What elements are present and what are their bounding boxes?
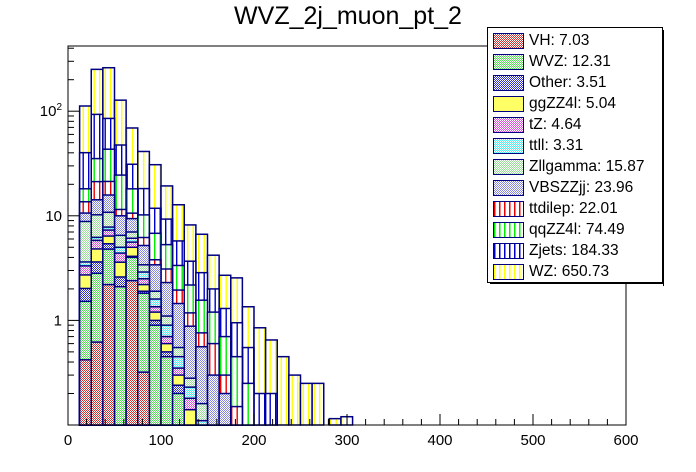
legend-swatch: [493, 222, 524, 238]
legend-swatch: [493, 180, 524, 196]
legend-entry-Zllgamma: Zllgamma: 15.87: [493, 157, 644, 177]
legend-label: ggZZ4l: 5.04: [529, 95, 617, 112]
legend-shadow: [490, 283, 664, 284]
bar-VH-bin-4: [125, 279, 139, 426]
chart-title: WVZ_2j_muon_pt_2: [234, 2, 462, 30]
legend-entry-WZ: WZ: 650.73: [493, 262, 609, 282]
x-tick-label: 600: [613, 432, 638, 449]
legend-entry-Other: Other: 3.51: [493, 73, 607, 93]
legend-label: Zjets: 184.33: [529, 242, 619, 259]
legend-swatch: [493, 201, 524, 217]
legend-shadow: [663, 30, 664, 286]
bar-WVZ-bin-3: [113, 285, 127, 426]
bar-WZ-bin-18: [288, 374, 302, 426]
bar-Zjets-bin-16: [264, 392, 278, 426]
x-tick-label: 200: [241, 432, 266, 449]
bar-VH-bin-1: [90, 341, 104, 426]
legend-label: tZ: 4.64: [529, 116, 582, 133]
y-tick-label: 10: [45, 208, 62, 225]
bar-ggZZ4l-bin-9: [183, 408, 197, 426]
y-tick-label: 102: [40, 102, 63, 120]
legend-entry-ttll: ttll: 3.31: [493, 136, 583, 156]
legend-entry-ttdilep: ttdilep: 22.01: [493, 199, 618, 219]
bar-VBSZZjj-bin-11: [206, 374, 220, 426]
y-tick-label: 1: [54, 312, 62, 329]
legend-swatch: [493, 138, 524, 154]
bar-VH-bin-5: [137, 371, 151, 426]
bar-Zjets-bin-15: [253, 392, 267, 426]
bar-WVZ-bin-7: [160, 355, 174, 426]
legend-label: ttdilep: 22.01: [529, 200, 618, 217]
legend-entry-Zjets: Zjets: 184.33: [493, 241, 619, 261]
legend-entry-qqZZ4l: qqZZ4l: 74.49: [493, 220, 625, 240]
legend-entry-tZ: tZ: 4.64: [493, 115, 582, 135]
legend-entry-VBSZZjj: VBSZZjj: 23.96: [493, 178, 633, 198]
legend-swatch: [493, 75, 524, 91]
legend-swatch: [493, 117, 524, 133]
x-tick-label: 0: [64, 432, 72, 449]
legend-swatch: [493, 54, 524, 70]
bar-WVZ-bin-8: [171, 392, 185, 426]
legend-entry-WVZ: WVZ: 12.31: [493, 52, 611, 72]
legend-swatch: [493, 96, 524, 112]
x-tick-label: 100: [148, 432, 173, 449]
legend-label: WVZ: 12.31: [529, 53, 611, 70]
legend-label: qqZZ4l: 74.49: [529, 221, 625, 238]
series-VH: [78, 279, 151, 426]
x-tick-label: 400: [427, 432, 452, 449]
stacked-bars: [78, 66, 354, 426]
bar-ttll-bin-10: [195, 419, 209, 426]
legend-label: Other: 3.51: [529, 74, 607, 91]
legend-swatch: [493, 264, 524, 280]
legend-label: ttll: 3.31: [529, 137, 584, 154]
bar-WVZ-bin-6: [148, 324, 162, 426]
bar-qqZZ4l-bin-14: [241, 382, 255, 426]
legend-label: VBSZZjj: 23.96: [529, 179, 634, 196]
bar-WZ-bin-20: [311, 382, 325, 426]
x-tick-label: 300: [334, 432, 359, 449]
legend-swatch: [493, 33, 524, 49]
legend: VH: 7.03 WVZ: 12.31 Other: 3.51 ggZZ4l: 5.0…: [487, 27, 663, 283]
bar-WZ-extra-0: [328, 417, 342, 426]
bar-WZ-bin-19: [299, 382, 313, 426]
legend-label: VH: 7.03: [529, 32, 590, 49]
legend-entry-ggZZ4l: ggZZ4l: 5.04: [493, 94, 616, 114]
bar-VH-bin-0: [78, 359, 92, 426]
bar-VBSZZjj-bin-12: [218, 392, 232, 426]
legend-entry-VH: VH: 7.03: [493, 31, 589, 51]
x-tick-label: 500: [520, 432, 545, 449]
bar-VH-bin-2: [102, 283, 116, 426]
x-axis: 0 100 200 300 400 500 600: [64, 414, 639, 449]
legend-swatch: [493, 243, 524, 259]
legend-label: WZ: 650.73: [529, 263, 610, 280]
bar-WZ-bin-17: [276, 355, 290, 426]
legend-label: Zllgamma: 15.87: [529, 158, 645, 175]
y-axis: 1 10 102: [40, 47, 79, 426]
bar-ttdilep-bin-13: [230, 405, 244, 426]
legend-swatch: [493, 159, 524, 175]
